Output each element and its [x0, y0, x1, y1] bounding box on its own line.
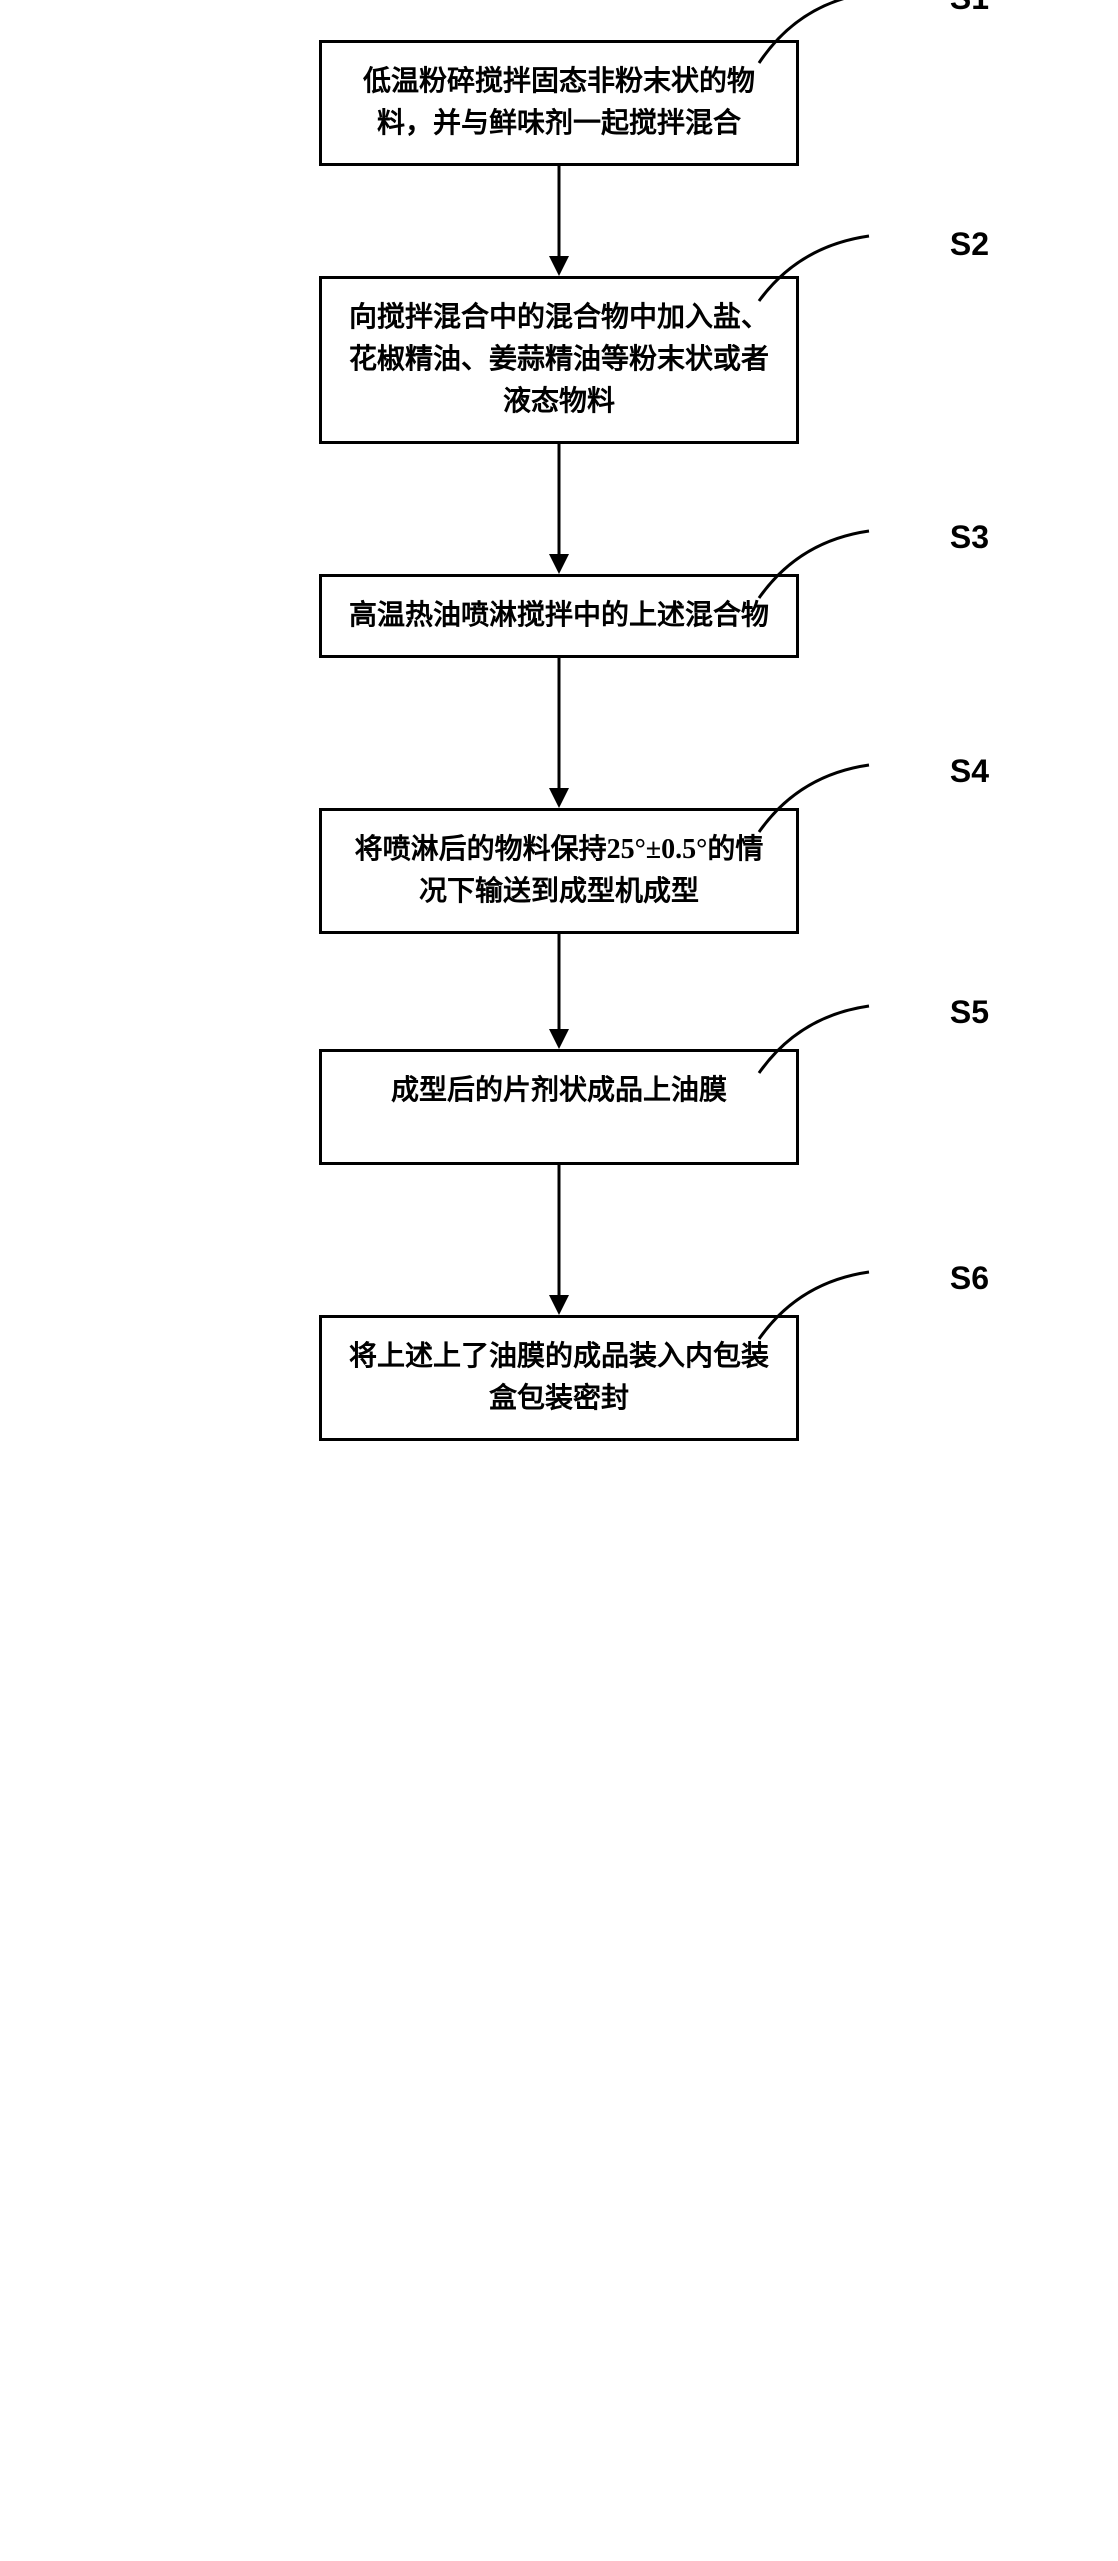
step-box-3: 高温热油喷淋搅拌中的上述混合物: [319, 574, 799, 658]
arrow-2-3: [539, 444, 579, 574]
step-text-4: 将喷淋后的物料保持25°±0.5°的情况下输送到成型机成型: [355, 834, 764, 907]
step-text-5: 成型后的片剂状成品上油膜: [391, 1075, 727, 1106]
step-container-3: S3 高温热油喷淋搅拌中的上述混合物: [209, 574, 909, 658]
step-box-1: 低温粉碎搅拌固态非粉末状的物料，并与鲜味剂一起搅拌混合: [319, 40, 799, 166]
step-container-5: S5 成型后的片剂状成品上油膜: [209, 1049, 909, 1165]
step-container-1: S1 低温粉碎搅拌固态非粉末状的物料，并与鲜味剂一起搅拌混合: [209, 40, 909, 166]
step-container-2: S2 向搅拌混合中的混合物中加入盐、花椒精油、姜蒜精油等粉末状或者液态物料: [209, 276, 909, 444]
arrow-4-5: [539, 934, 579, 1049]
step-container-6: S6 将上述上了油膜的成品装入内包装盒包装密封: [209, 1315, 909, 1441]
step-label-2: S2: [950, 226, 989, 263]
step-text-3: 高温热油喷淋搅拌中的上述混合物: [349, 600, 769, 631]
step-label-4: S4: [950, 753, 989, 790]
step-box-2: 向搅拌混合中的混合物中加入盐、花椒精油、姜蒜精油等粉末状或者液态物料: [319, 276, 799, 444]
step-box-6: 将上述上了油膜的成品装入内包装盒包装密封: [319, 1315, 799, 1441]
step-box-5: 成型后的片剂状成品上油膜: [319, 1049, 799, 1165]
step-box-4: 将喷淋后的物料保持25°±0.5°的情况下输送到成型机成型: [319, 808, 799, 934]
step-label-1: S1: [950, 0, 989, 17]
step-label-5: S5: [950, 994, 989, 1031]
step-label-3: S3: [950, 519, 989, 556]
arrow-3-4: [539, 658, 579, 808]
flowchart-container: S1 低温粉碎搅拌固态非粉末状的物料，并与鲜味剂一起搅拌混合 S2 向搅拌混合中…: [209, 40, 909, 1441]
step-label-6: S6: [950, 1260, 989, 1297]
step-text-1: 低温粉碎搅拌固态非粉末状的物料，并与鲜味剂一起搅拌混合: [363, 66, 755, 139]
step-text-6: 将上述上了油膜的成品装入内包装盒包装密封: [349, 1341, 769, 1414]
step-text-2: 向搅拌混合中的混合物中加入盐、花椒精油、姜蒜精油等粉末状或者液态物料: [349, 302, 769, 417]
step-container-4: S4 将喷淋后的物料保持25°±0.5°的情况下输送到成型机成型: [209, 808, 909, 934]
arrow-5-6: [539, 1165, 579, 1315]
arrow-1-2: [539, 166, 579, 276]
